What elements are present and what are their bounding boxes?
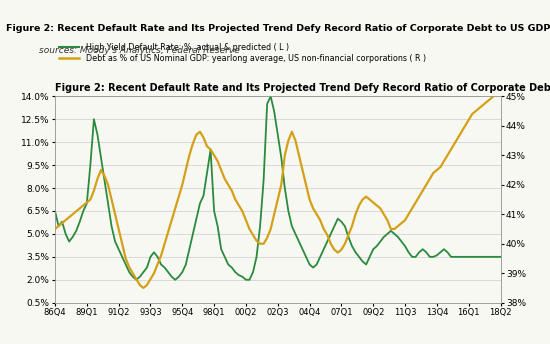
Text: Figure 2: Recent Default Rate and Its Projected Trend Defy Record Ratio of Corpo: Figure 2: Recent Default Rate and Its Pr… [6, 24, 550, 33]
Legend: High Yield Default Rate: %, actual & predicted ( L ), Debt as % of US Nominal GD: High Yield Default Rate: %, actual & pre… [59, 43, 426, 63]
Text: Figure 2: Recent Default Rate and Its Projected Trend Defy Record Ratio of Corpo: Figure 2: Recent Default Rate and Its Pr… [55, 83, 550, 93]
Text: sources: Moody's Analytics, Federal Reserve: sources: Moody's Analytics, Federal Rese… [39, 46, 239, 55]
